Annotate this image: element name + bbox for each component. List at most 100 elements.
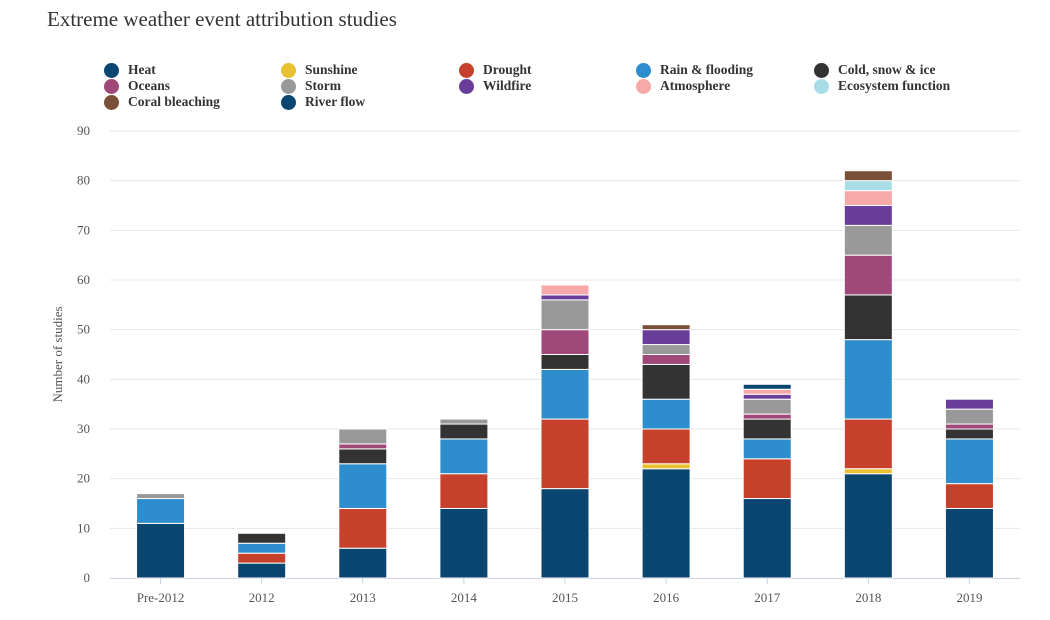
x-tick-label: 2013	[350, 590, 376, 605]
bar-segment	[944, 428, 994, 440]
legend-item[interactable]: Cold, snow & ice	[814, 62, 936, 78]
legend-label: Storm	[305, 78, 341, 93]
bar-segment	[136, 498, 186, 524]
bar-segment	[338, 507, 388, 549]
y-tick-label: 30	[77, 421, 90, 436]
bar-segment	[843, 418, 893, 470]
bar-segment	[843, 180, 893, 192]
bar-segment	[439, 418, 489, 425]
bar-segment	[338, 428, 388, 445]
bar-segment	[237, 532, 287, 544]
y-axis-label: Number of studies	[50, 306, 65, 402]
bar-segment	[540, 354, 590, 370]
bar-segment	[742, 458, 792, 500]
legend-item[interactable]: Sunshine	[281, 62, 358, 78]
legend-swatch	[636, 62, 651, 78]
bar-segment	[641, 329, 691, 346]
bar-segment	[742, 498, 792, 579]
legend-item[interactable]: Storm	[281, 78, 341, 94]
legend-item[interactable]: Oceans	[104, 78, 170, 94]
x-tick-label: 2017	[754, 590, 781, 605]
bar-segment	[641, 354, 691, 365]
bar-segment	[843, 473, 893, 579]
legend-item[interactable]: Heat	[104, 62, 156, 78]
legend-item[interactable]: Ecosystem function	[814, 78, 950, 94]
y-tick-label: 90	[77, 123, 90, 138]
bar-segment	[439, 473, 489, 509]
bar-segment	[338, 547, 388, 579]
x-tick-label: 2016	[653, 590, 680, 605]
x-tick-label: 2012	[249, 590, 275, 605]
x-tick-label: 2014	[451, 590, 478, 605]
legend-label: Drought	[483, 62, 532, 77]
bar-segment	[439, 507, 489, 579]
bar-segment	[742, 438, 792, 460]
bar-segment	[439, 438, 489, 475]
bar-segment	[742, 413, 792, 420]
bar-segment	[742, 418, 792, 440]
bar-segment	[843, 170, 893, 182]
bar-segment	[641, 344, 691, 356]
bar-segment	[641, 428, 691, 465]
bar-segment	[742, 388, 792, 395]
legend-swatch	[814, 78, 829, 94]
legend-item[interactable]: Atmosphere	[636, 78, 730, 94]
legend-item[interactable]: Drought	[459, 62, 532, 78]
x-tick-label: 2015	[552, 590, 578, 605]
bar-segment	[944, 398, 994, 410]
legend-item[interactable]: Wildfire	[459, 78, 531, 94]
legend-label: Oceans	[128, 78, 170, 93]
bar-segment	[843, 254, 893, 296]
x-tick-label: 2018	[855, 590, 881, 605]
x-tick-label: 2019	[956, 590, 982, 605]
bar-segment	[843, 205, 893, 226]
legend-swatch	[459, 62, 474, 78]
legend-swatch	[281, 78, 296, 94]
bar-segment	[338, 448, 388, 465]
bar-segment	[944, 438, 994, 485]
legend-label: Coral bleaching	[128, 94, 220, 109]
bar-segment	[338, 463, 388, 509]
legend-label: Heat	[128, 62, 156, 77]
bar-segment	[641, 463, 691, 470]
legend-swatch	[459, 78, 474, 94]
y-tick-label: 40	[77, 371, 90, 386]
bar-segment	[540, 418, 590, 490]
legend-swatch	[636, 78, 651, 94]
y-tick-label: 10	[77, 520, 90, 535]
legend-swatch	[104, 94, 119, 110]
bar-segment	[237, 542, 287, 554]
bar-segment	[439, 423, 489, 440]
bar-segment	[540, 299, 590, 331]
bar-segment	[540, 488, 590, 579]
bar-segment	[641, 468, 691, 579]
legend-swatch	[814, 62, 829, 78]
bar-segment	[944, 408, 994, 425]
legend-item[interactable]: Rain & flooding	[636, 62, 753, 78]
legend-swatch	[104, 78, 119, 94]
legend-label: River flow	[305, 94, 366, 109]
y-tick-label: 70	[77, 222, 90, 237]
y-tick-label: 0	[84, 570, 91, 585]
legend-label: Atmosphere	[660, 78, 731, 93]
bar-segment	[742, 398, 792, 415]
bar-segment	[843, 294, 893, 341]
bar-segment	[742, 393, 792, 400]
x-tick-label: Pre-2012	[137, 590, 185, 605]
legend-label: Rain & flooding	[660, 62, 754, 77]
bar-segment	[944, 483, 994, 509]
y-tick-label: 60	[77, 272, 90, 287]
bar-segment	[944, 507, 994, 579]
legend-swatch	[104, 62, 119, 78]
bar-segment	[136, 493, 186, 500]
chart-title: Extreme weather event attribution studie…	[47, 7, 397, 31]
bar-segment	[338, 443, 388, 450]
legend-label: Sunshine	[305, 62, 358, 77]
legend-item[interactable]: Coral bleaching	[104, 94, 220, 110]
legend-label: Cold, snow & ice	[838, 62, 936, 77]
y-tick-label: 20	[77, 471, 90, 486]
y-tick-label: 80	[77, 173, 90, 188]
bar-segment	[641, 363, 691, 400]
legend-item[interactable]: River flow	[281, 94, 365, 110]
